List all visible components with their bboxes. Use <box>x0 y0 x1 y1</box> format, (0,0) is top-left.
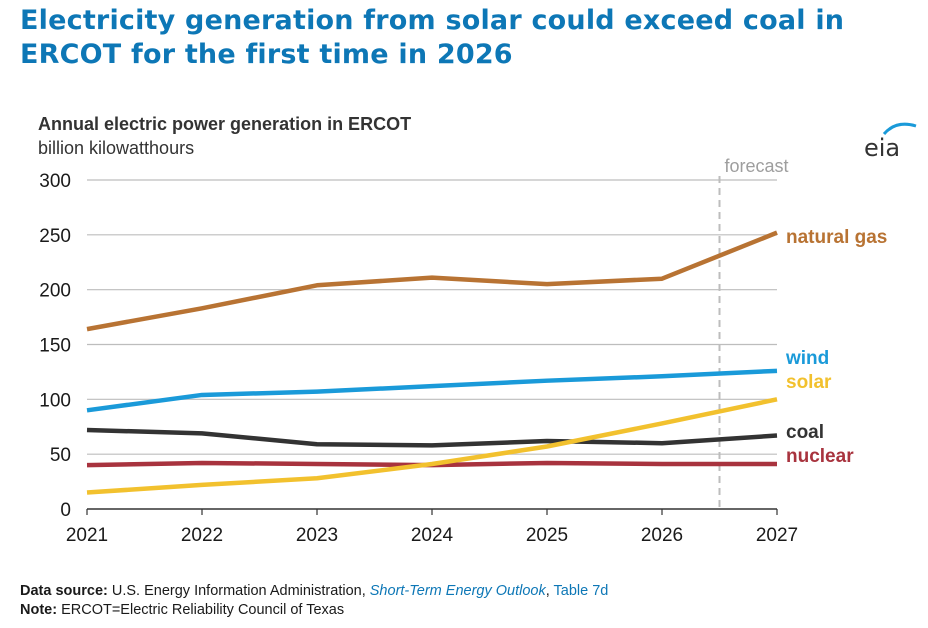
series-line-coal <box>86 427 778 448</box>
note-label: Note: <box>20 602 58 618</box>
source-sep: , <box>545 583 554 599</box>
series-labels: natural gas wind solar coal nuclear <box>785 227 887 467</box>
chart-title: Annual electric power generation in ERCO… <box>38 114 412 134</box>
y-axis-ticks: 0 50 100 150 200 250 300 <box>39 171 71 521</box>
y-tick-label: 0 <box>60 500 71 521</box>
series-label-wind: wind <box>785 348 829 369</box>
series-label-solar: solar <box>786 372 832 393</box>
logo-text: eia <box>864 134 900 160</box>
footer-source: Data source: U.S. Energy Information Adm… <box>20 583 608 599</box>
x-tick-label: 2023 <box>296 525 338 546</box>
x-tick-label: 2024 <box>411 525 454 546</box>
y-tick-label: 50 <box>50 445 71 466</box>
series-label-coal: coal <box>786 422 824 443</box>
y-tick-label: 150 <box>39 336 71 357</box>
y-tick-label: 100 <box>39 390 71 411</box>
x-tick-label: 2027 <box>756 525 798 546</box>
note-text: ERCOT=Electric Reliability Council of Te… <box>57 602 345 618</box>
series-lines <box>86 230 778 495</box>
source-link[interactable]: Short-Term Energy Outlook <box>369 583 546 599</box>
chart-subtitle: billion kilowatthours <box>38 138 195 158</box>
x-tick-label: 2022 <box>181 525 223 546</box>
series-label-nuclear: nuclear <box>786 446 854 467</box>
eia-logo-icon: eia <box>864 122 917 160</box>
source-text: U.S. Energy Information Administration, <box>107 583 370 599</box>
series-line-natural-gas <box>86 230 778 332</box>
y-tick-label: 300 <box>39 171 71 192</box>
x-axis-ticks: 2021 2022 2023 2024 2025 2026 2027 <box>66 509 798 546</box>
x-tick-label: 2026 <box>641 525 683 546</box>
gridlines <box>87 179 777 510</box>
y-tick-label: 200 <box>39 281 71 302</box>
x-tick-label: 2021 <box>66 525 108 546</box>
forecast-marker: forecast <box>718 156 789 509</box>
y-tick-label: 250 <box>39 226 71 247</box>
series-label-natural-gas: natural gas <box>786 227 887 248</box>
series-line-wind <box>86 368 778 413</box>
forecast-label: forecast <box>725 156 789 176</box>
source-label: Data source: <box>20 583 108 599</box>
footer-note: Note: ERCOT=Electric Reliability Council… <box>20 602 344 618</box>
series-line-solar <box>86 397 778 495</box>
source-table-link[interactable]: Table 7d <box>553 583 609 599</box>
x-tick-label: 2025 <box>526 525 568 546</box>
headline: Electricity generation from solar could … <box>20 5 845 70</box>
